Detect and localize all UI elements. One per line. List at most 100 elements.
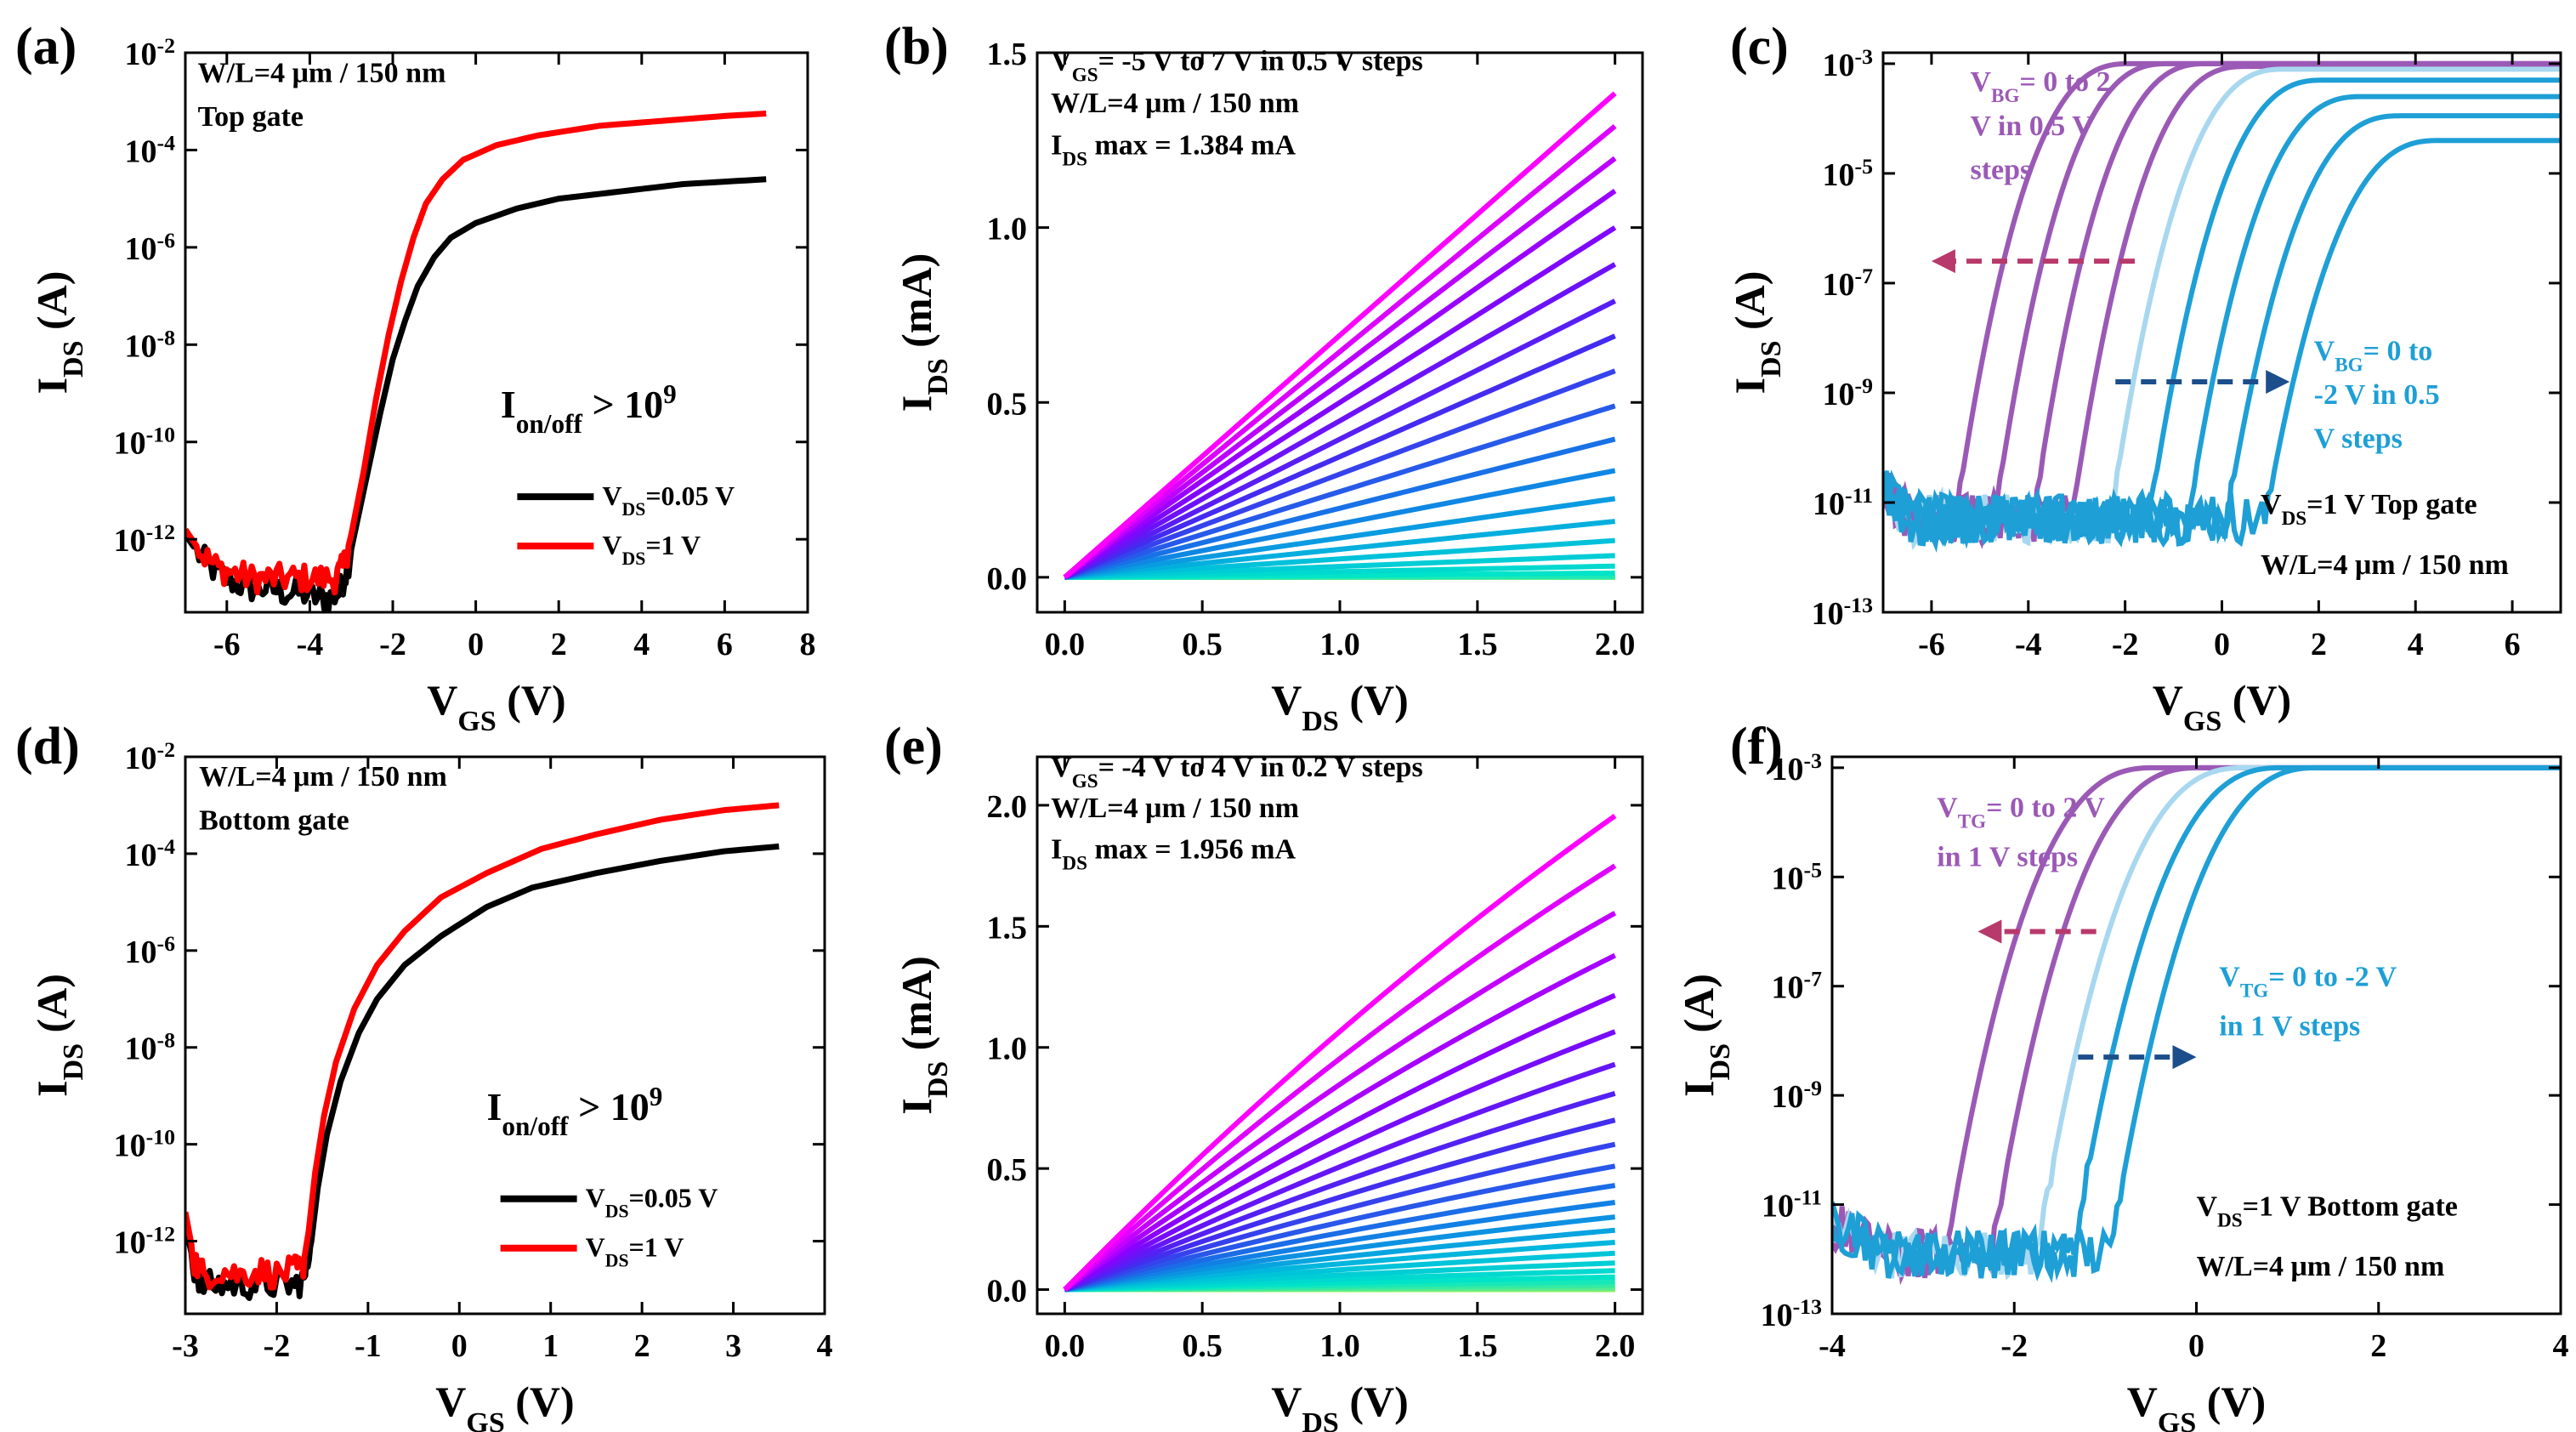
series-line xyxy=(1064,468,1616,580)
panel-c: (c)-6 -4 -2 0 2 4 610-1310-1110-910-710-510-3V… xyxy=(1726,18,2562,737)
x-tick-label: 4 xyxy=(633,627,650,662)
text-part: 10 xyxy=(124,1031,156,1067)
text-part: 9 xyxy=(663,379,677,409)
plot-area xyxy=(185,111,767,612)
text-part: -12 xyxy=(146,520,175,544)
y-axis-label: IDS (mA) xyxy=(893,956,954,1115)
text-part: V xyxy=(586,1183,605,1213)
text-part: 1.0 xyxy=(987,212,1028,247)
text-part: V xyxy=(2127,1378,2158,1425)
text-part: max = 1.956 mA xyxy=(1087,834,1297,866)
series-line xyxy=(1064,1090,1616,1293)
text-part: -8 xyxy=(156,325,175,349)
x-tick-label: 4 xyxy=(2553,1328,2569,1364)
x-tick-label: -6 xyxy=(1918,627,1945,662)
text-part: I xyxy=(1051,834,1062,866)
text-part: = 0 to 2 V xyxy=(1986,793,2105,824)
series-line xyxy=(1883,77,2561,549)
series-line xyxy=(1063,156,1617,580)
text-part: 10 xyxy=(124,134,156,169)
annotation: IDS max = 1.956 mA xyxy=(1051,834,1296,875)
text-part: (A) xyxy=(28,271,76,341)
x-tick-label: 2 xyxy=(634,1328,650,1364)
text-part: V steps xyxy=(2314,423,2403,454)
annotation: -2 V in 0.5 xyxy=(2314,379,2440,411)
y-tick-label: 10-12 xyxy=(114,1221,175,1261)
text-part: = 0 to 2 xyxy=(2019,66,2110,98)
annotation: VDS=1 V Bottom gate xyxy=(2197,1190,2458,1231)
series-line xyxy=(1064,1214,1615,1293)
text-part: -6 xyxy=(156,227,175,252)
x-tick-label: 0.0 xyxy=(1045,1328,1086,1364)
series-line xyxy=(1064,519,1615,580)
text-part: -3 xyxy=(1803,747,1822,772)
y-tick-label: 10-7 xyxy=(1822,263,1873,303)
text-part: 10 xyxy=(1822,377,1854,412)
text-part: V xyxy=(2153,676,2183,724)
y-tick-label: 10-8 xyxy=(124,1027,175,1067)
text-part: (V) xyxy=(2221,676,2291,724)
x-tick-label: 1.5 xyxy=(1457,627,1498,662)
on-off-ratio: Ion/off > 109 xyxy=(487,1082,663,1141)
text-part: 10 xyxy=(114,1225,146,1261)
y-tick-label: 10-5 xyxy=(1822,153,1873,193)
y-tick-label: 1.5 xyxy=(987,37,1028,72)
text-part: -10 xyxy=(146,422,175,446)
text-part: I xyxy=(1675,1080,1722,1096)
text-part: 1.0 xyxy=(987,1031,1028,1067)
series-line xyxy=(1064,368,1616,580)
series-line xyxy=(1064,1200,1616,1293)
x-tick-label: 0 xyxy=(468,627,484,662)
text-part: GS xyxy=(457,706,496,737)
text-part: 10 xyxy=(1813,486,1845,522)
annotation: VDS=1 V Top gate xyxy=(2261,489,2477,530)
x-tick-label: 2 xyxy=(2311,627,2327,662)
text-part: -5 xyxy=(1803,857,1822,882)
series-line xyxy=(1063,91,1617,580)
series-line xyxy=(1883,138,2561,548)
text-part: = 0 to -2 V xyxy=(2268,962,2397,993)
text-part: 10 xyxy=(1762,1189,1794,1225)
series-line xyxy=(185,843,780,1301)
text-part: -8 xyxy=(156,1027,175,1052)
text-part: =1 V xyxy=(645,530,701,560)
text-part: -13 xyxy=(1793,1294,1823,1319)
text-part: 0.5 xyxy=(987,386,1028,422)
legend-label: VDS=0.05 V xyxy=(586,1183,718,1222)
text-part: V xyxy=(602,480,621,511)
plot-area xyxy=(1883,60,2561,553)
x-tick-label: -3 xyxy=(172,1328,199,1364)
y-tick-label: 10-10 xyxy=(114,422,175,462)
series-line xyxy=(1064,496,1616,580)
annotation: VBG= 0 to 2 xyxy=(1970,66,2110,107)
panel-a: (a)-6 -4 -2 0 2 4 6 810-1210-1010-810-610-410-2… xyxy=(15,18,816,737)
text-part: (mA) xyxy=(893,253,940,359)
text-part: 10 xyxy=(114,523,146,559)
text-part: =1 V Bottom gate xyxy=(2243,1190,2458,1222)
x-tick-label: 2 xyxy=(2370,1328,2386,1364)
x-tick-label: 0 xyxy=(2214,627,2230,662)
text-part: 10 xyxy=(114,426,146,462)
x-tick-label: -4 xyxy=(1819,1328,1846,1364)
x-tick-label: 3 xyxy=(725,1328,741,1364)
text-part: 10 xyxy=(1812,596,1844,632)
text-part: 0.0 xyxy=(987,561,1028,597)
y-tick-label: 10-5 xyxy=(1771,857,1822,897)
arrow-head xyxy=(2172,1045,2197,1070)
annotation: VGS= -4 V to 4 V in 0.2 V steps xyxy=(1051,752,1423,793)
y-tick-label: 10-9 xyxy=(1771,1076,1822,1116)
x-tick-label: -6 xyxy=(213,627,241,662)
text-part: Top gate xyxy=(198,101,304,133)
y-tick-label: 10-13 xyxy=(1761,1294,1823,1334)
series-line xyxy=(1064,1183,1616,1293)
panel-label: (a) xyxy=(15,18,77,76)
series-line xyxy=(1063,188,1617,580)
annotation: W/L=4 μm / 150 nm xyxy=(1051,88,1299,119)
text-part: (mA) xyxy=(893,956,940,1061)
text-part: I xyxy=(893,395,940,412)
on-off-ratio: Ion/off > 109 xyxy=(501,379,677,439)
panel-label: (f) xyxy=(1730,718,1783,776)
panel-d: (d)-3 -2 -1 0 1 2 3 410-1210-1010-810-610-410-2… xyxy=(15,718,833,1432)
